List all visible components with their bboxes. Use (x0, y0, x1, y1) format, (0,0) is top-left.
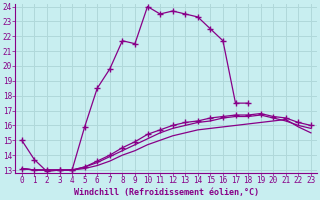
X-axis label: Windchill (Refroidissement éolien,°C): Windchill (Refroidissement éolien,°C) (74, 188, 259, 197)
